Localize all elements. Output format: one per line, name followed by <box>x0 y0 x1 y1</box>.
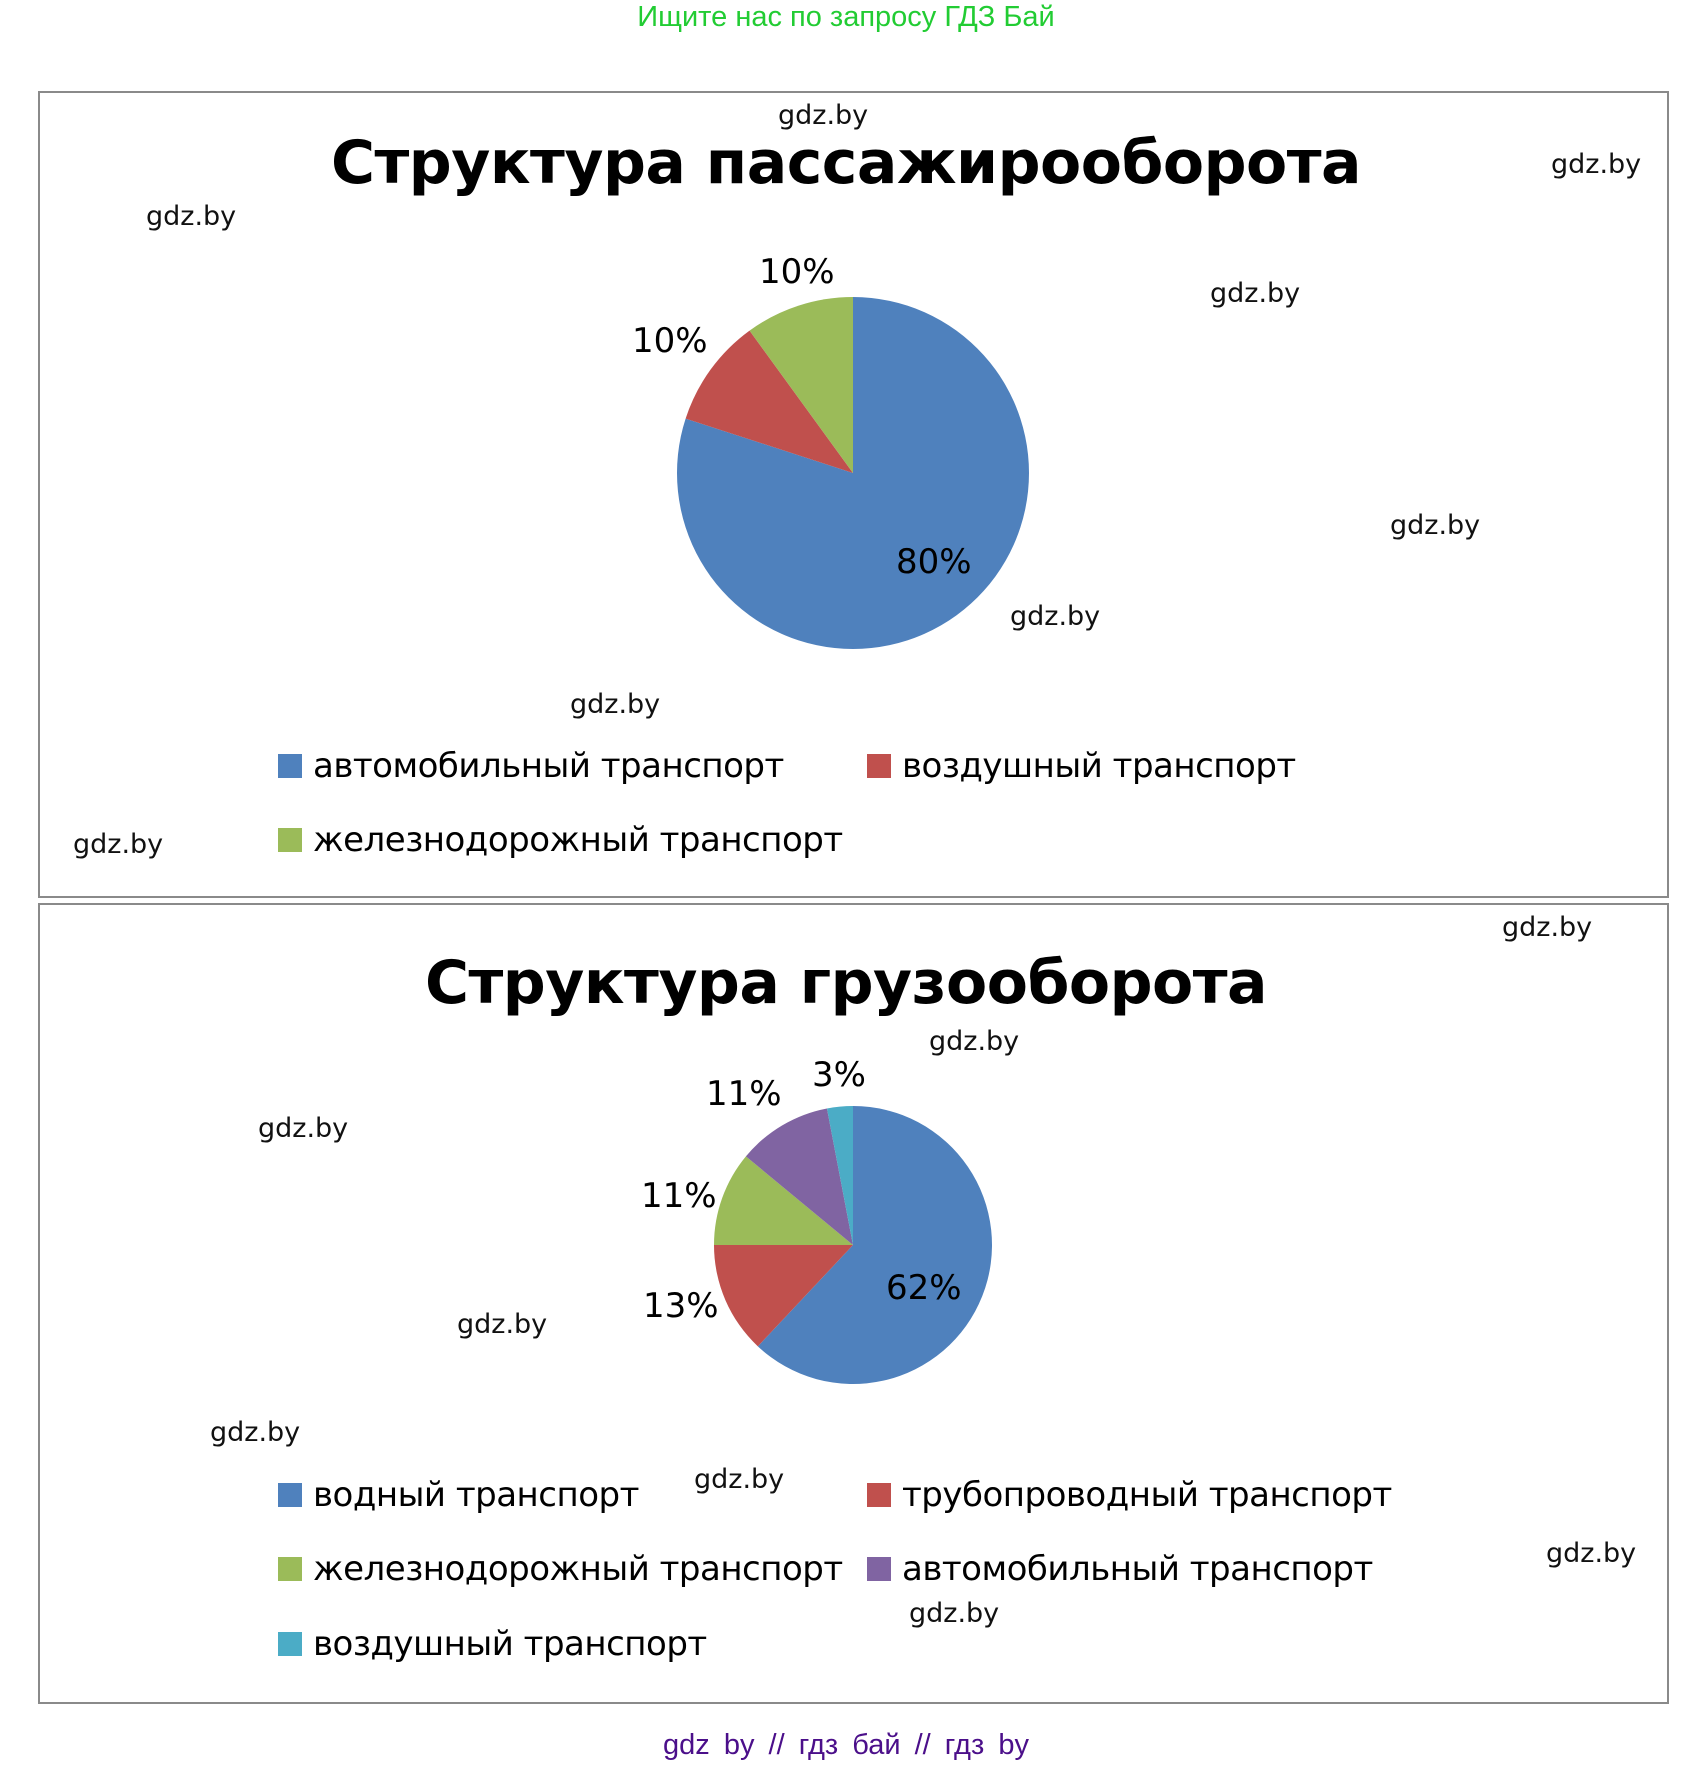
pie-slice <box>757 1106 993 1385</box>
legend-label: воздушный транспорт <box>313 1624 707 1664</box>
legend-swatch-cyan <box>278 1632 302 1656</box>
legend-label: автомобильный транспорт <box>313 746 784 786</box>
legend-swatch-green <box>278 828 302 852</box>
pie-label-auto-passenger: 80% <box>896 542 972 582</box>
legend-label: железнодорожный транспорт <box>313 1549 843 1589</box>
pie-slice <box>745 1108 853 1245</box>
watermark: gdz.by <box>1502 912 1593 943</box>
watermark: gdz.by <box>1210 278 1301 309</box>
watermark: gdz.by <box>1010 601 1101 632</box>
legend-item-rail: железнодорожный транспорт <box>278 818 843 862</box>
legend-label: водный транспорт <box>313 1475 639 1515</box>
legend-label: автомобильный транспорт <box>902 1549 1373 1589</box>
watermark: gdz.by <box>210 1417 301 1448</box>
legend-label: трубопроводный транспорт <box>902 1475 1392 1515</box>
watermark: gdz.by <box>146 201 237 232</box>
pie-label-pipeline-freight: 13% <box>643 1286 719 1326</box>
search-hint-banner: Ищите нас по запросу ГДЗ Бай <box>637 1 1055 33</box>
legend-item-water: водный транспорт <box>278 1473 639 1517</box>
watermark: gdz.by <box>258 1113 349 1144</box>
pie-slice <box>714 1245 853 1347</box>
watermark: gdz.by <box>570 689 661 720</box>
passenger-pie-chart <box>677 297 1030 649</box>
watermark: gdz.by <box>929 1026 1020 1057</box>
chart-title-freight: Структура грузооборота <box>424 948 1268 1018</box>
legend-swatch-red <box>867 1483 891 1507</box>
legend-label: воздушный транспорт <box>902 746 1296 786</box>
legend-swatch-green <box>278 1557 302 1581</box>
pie-label-air-freight: 3% <box>812 1055 866 1095</box>
watermark: gdz.by <box>1390 510 1481 541</box>
pie-label-auto-freight: 11% <box>706 1074 782 1114</box>
pie-label-rail-passenger: 10% <box>759 252 835 292</box>
pie-slice <box>685 330 853 473</box>
legend-item-air: воздушный транспорт <box>278 1622 707 1666</box>
legend-swatch-blue <box>278 1483 302 1507</box>
pie-label-air-passenger: 10% <box>632 321 708 361</box>
watermark: gdz.by <box>778 100 869 131</box>
legend-item-auto: автомобильный транспорт <box>278 744 784 788</box>
legend-item-auto: автомобильный транспорт <box>867 1547 1373 1591</box>
watermark: gdz.by <box>1546 1538 1637 1569</box>
legend-label: железнодорожный транспорт <box>313 820 843 860</box>
legend-item-rail: железнодорожный транспорт <box>278 1547 843 1591</box>
legend-item-air: воздушный транспорт <box>867 744 1296 788</box>
pie-label-water-freight: 62% <box>886 1268 962 1308</box>
watermark: gdz.by <box>694 1464 785 1495</box>
pie-slice <box>826 1106 853 1245</box>
pie-slice <box>749 297 853 473</box>
watermark: gdz.by <box>457 1309 548 1340</box>
freight-pie-chart <box>714 1106 993 1385</box>
pie-label-rail-freight: 11% <box>641 1176 717 1216</box>
footer-links: gdz by // гдз бай // гдз by <box>663 1729 1029 1761</box>
legend-swatch-blue <box>278 754 302 778</box>
watermark: gdz.by <box>1551 149 1642 180</box>
pie-slice <box>677 297 1030 649</box>
legend-swatch-purple <box>867 1557 891 1581</box>
legend-swatch-red <box>867 754 891 778</box>
chart-title-passenger: Структура пассажирооборота <box>330 128 1362 198</box>
watermark: gdz.by <box>909 1598 1000 1629</box>
legend-item-pipeline: трубопроводный транспорт <box>867 1473 1392 1517</box>
watermark: gdz.by <box>73 829 164 860</box>
pie-slice <box>714 1156 853 1245</box>
